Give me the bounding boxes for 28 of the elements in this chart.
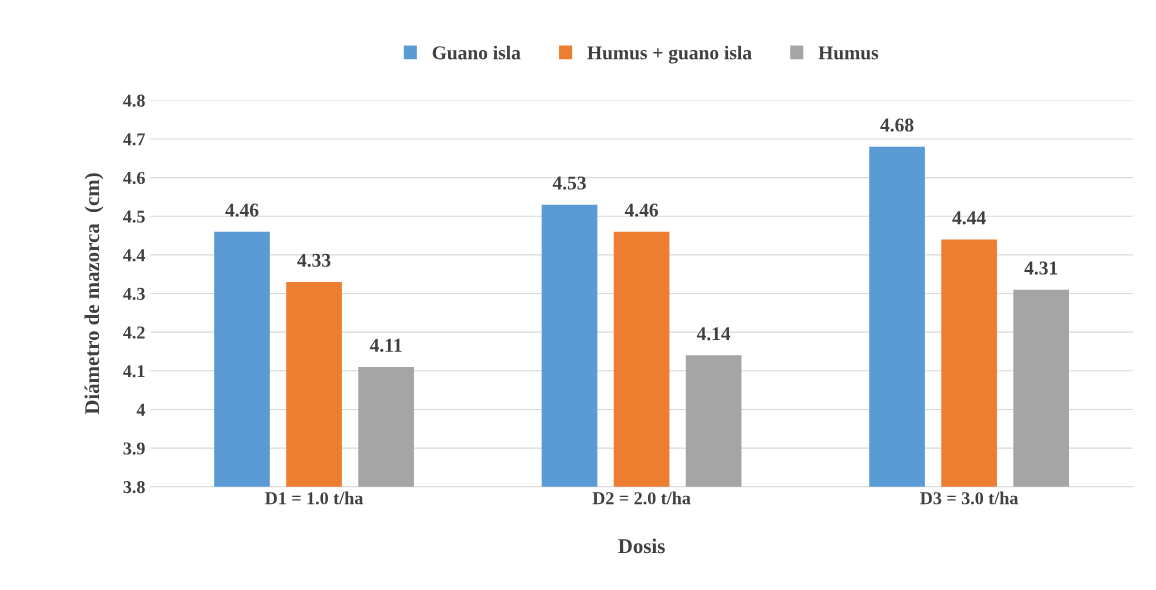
y-tick-label: 4.1	[123, 365, 145, 378]
x-tick-label: D1 = 1.0 t/ha	[265, 491, 364, 505]
y-tick-label: 4.8	[123, 94, 145, 107]
y-tick-label: 4.4	[123, 249, 146, 262]
y-tick-label: 4.7	[123, 133, 145, 146]
y-tick-label: 4.5	[123, 210, 145, 223]
y-tick-label: 4	[136, 403, 146, 416]
data-label: 4.46	[624, 203, 659, 217]
data-label: 4.46	[225, 203, 259, 217]
y-tick-label: 4.6	[123, 171, 145, 185]
x-tick-label: D3 = 3.0 t/ha	[920, 491, 1019, 505]
y-axis-title: Diámetro de mazorca (cm)	[84, 173, 104, 415]
data-label: 4.11	[369, 338, 402, 352]
y-tick-label: 3.8	[123, 481, 145, 494]
data-label: 4.33	[297, 253, 331, 267]
y-tick-label: 4.2	[123, 326, 145, 339]
x-tick-label: D2 = 2.0 t/ha	[592, 491, 691, 505]
x-axis-title: Dosis	[618, 538, 665, 554]
data-label: 4.14	[696, 327, 731, 341]
legend-label: Humus + guano isla	[587, 45, 752, 64]
y-tick-label: 3.9	[123, 442, 145, 455]
y-tick-label: 4.3	[123, 287, 145, 301]
legend-label: Humus	[818, 46, 879, 60]
data-label: 4.31	[1024, 261, 1058, 275]
data-label: 4.44	[952, 211, 986, 225]
data-label: 4.53	[552, 176, 586, 190]
data-label: 4.68	[880, 118, 914, 132]
legend-label: Guano isla	[432, 45, 521, 60]
